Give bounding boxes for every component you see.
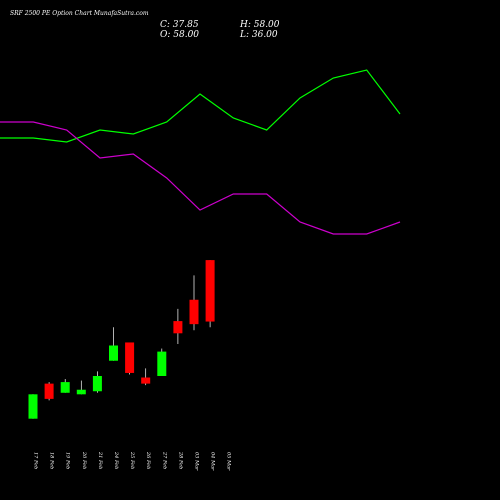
x-tick-label: 19 Feb bbox=[65, 452, 71, 469]
candle-2 bbox=[60, 379, 70, 393]
candle-body bbox=[157, 351, 167, 376]
x-tick-label: 20 Feb bbox=[81, 451, 87, 469]
candle-5 bbox=[109, 327, 118, 361]
candle-3 bbox=[76, 380, 86, 395]
x-tick-label: 03 Mar bbox=[194, 452, 200, 471]
candle-0 bbox=[28, 394, 38, 419]
x-tick-label: 26 Feb bbox=[145, 451, 151, 469]
x-tick-label: 05 Mar bbox=[226, 452, 232, 471]
close-value: C: 37.85 bbox=[160, 20, 199, 30]
x-tick-label: 25 Feb bbox=[129, 451, 135, 469]
candle-body bbox=[125, 342, 135, 373]
x-axis-labels: 17 Feb 18 Feb 19 Feb 20 Feb 21 Feb 24 Feb 25 F… bbox=[33, 451, 232, 471]
candle-body bbox=[60, 382, 70, 393]
x-tick-label: 17 Feb bbox=[33, 452, 39, 469]
candle-8 bbox=[157, 348, 167, 376]
series-line-1 bbox=[0, 121, 401, 235]
candle-body bbox=[141, 377, 151, 384]
candle-10 bbox=[189, 275, 199, 331]
candle-body bbox=[109, 345, 118, 361]
candle-4 bbox=[92, 371, 102, 393]
candle-body bbox=[173, 321, 183, 334]
candle-9 bbox=[173, 308, 183, 344]
low-value: L: 36.00 bbox=[239, 30, 278, 40]
candle-body bbox=[44, 383, 54, 399]
x-tick-label: 04 Mar bbox=[210, 452, 216, 471]
x-tick-label: 24 Feb bbox=[113, 451, 119, 469]
candle-body bbox=[28, 394, 38, 419]
high-value: H: 58.00 bbox=[239, 20, 280, 30]
candle-body bbox=[92, 376, 102, 392]
series-line-0 bbox=[0, 69, 401, 143]
x-tick-label: 28 Feb bbox=[177, 451, 183, 469]
candle-body bbox=[189, 299, 199, 325]
candle-11 bbox=[205, 260, 215, 328]
x-tick-label: 18 Feb bbox=[49, 452, 55, 469]
candle-body bbox=[205, 260, 215, 322]
x-tick-label: 27 Feb bbox=[161, 451, 167, 469]
candle-1 bbox=[44, 382, 54, 401]
candles bbox=[28, 260, 215, 419]
candle-body bbox=[76, 389, 86, 395]
candle-7 bbox=[141, 368, 151, 386]
candle-6 bbox=[125, 342, 135, 375]
open-value: O: 58.00 bbox=[160, 30, 199, 40]
indicator-lines bbox=[0, 69, 401, 235]
x-tick-label: 21 Feb bbox=[97, 451, 103, 469]
chart-title: SRF 2500 PE Option Chart MunafaSutra.com bbox=[10, 10, 149, 17]
